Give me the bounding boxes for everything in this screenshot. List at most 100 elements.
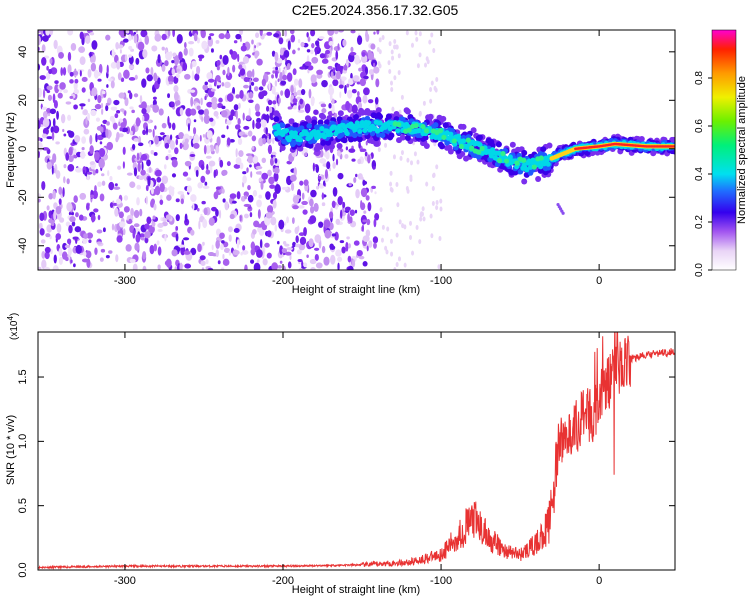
spectrogram-noise-cell [109,202,114,209]
spectrogram-trace-cell [535,175,542,182]
spectrogram-noise-cell [410,160,414,166]
spectrogram-noise-cell [207,252,215,257]
spectrogram-noise-cell [126,172,133,176]
spectrogram-trace-cell [427,113,434,120]
spectrogram-noise-cell [367,154,371,164]
snr-series-line [38,332,675,570]
spectrogram-noise-cell [171,249,178,257]
spectrogram-noise-cell [360,187,368,198]
spectrogram-noise-cell [291,217,295,224]
spectrogram-noise-cell [100,126,104,132]
spectrogram-trace-cell [307,142,314,149]
spectrogram-noise-cell [252,155,259,164]
spectrogram-noise-cell [124,97,129,107]
spectrogram-noise-cell [339,209,343,219]
spectrogram-noise-cell [79,69,82,77]
spectrogram-noise-cell [255,165,263,170]
spectrogram-noise-cell [118,121,121,127]
spectrogram-trace-cell [404,108,411,115]
spectrogram-noise-cell [331,200,336,209]
spectrogram-noise-cell [397,53,401,59]
spectrogram-noise-cell [182,141,189,151]
spectrogram-noise-cell [360,202,366,211]
spectrogram-noise-cell [381,224,385,230]
spectrogram-noise-cell [243,203,251,208]
spectrogram-noise-cell [65,221,71,227]
spectrogram-noise-cell [374,191,377,195]
spectrogram-noise-cell [266,230,272,238]
spectrogram-noise-cell [179,262,183,270]
spectrogram-noise-cell [193,127,197,135]
spectrogram-noise-cell [74,78,79,84]
spectrogram-noise-cell [359,78,367,87]
spectrogram-noise-cell [337,196,343,206]
spectrogram-noise-cell [267,169,272,177]
spectrogram-noise-cell [105,254,110,259]
spectrogram-noise-cell [286,72,293,82]
spectrogram-noise-cell [132,263,138,270]
spectrogram-noise-cell [62,67,67,76]
spectrogram-noise-cell [238,64,243,70]
spectrogram-noise-cell [297,258,303,263]
spectrogram-noise-cell [274,51,279,62]
spectrogram-noise-cell [270,216,277,226]
spectrogram-noise-cell [432,173,436,179]
spectrogram-noise-cell [184,73,191,80]
spectrogram-noise-cell [429,98,433,104]
spectrogram-noise-cell [145,125,149,136]
spectrogram-noise-cell [146,74,153,82]
spectrogram-noise-cell [435,76,439,82]
spectrogram-noise-cell [184,160,192,167]
spectrogram-noise-cell [386,226,390,232]
spectrogram-noise-cell [299,236,307,245]
spectrogram-noise-cell [134,74,138,80]
spectrogram-noise-cell [324,169,329,180]
spectrogram-noise-cell [52,190,56,200]
spectrogram-noise-cell [274,224,278,232]
spectrogram-noise-cell [89,134,93,145]
spectrogram-noise-cell [105,102,110,106]
spectrogram-noise-cell [268,176,275,185]
spectrogram-noise-cell [53,39,58,50]
spectrogram-trace-cell [385,113,392,120]
spectrogram-noise-cell [79,192,87,200]
spectrogram-noise-cell [266,31,273,36]
spectrogram-trace-cell [377,120,383,126]
spectrogram-noise-cell [213,191,219,200]
spectrogram-noise-cell [349,209,355,216]
spectrogram-noise-cell [368,240,373,248]
spectrogram-y-tick-label: 0 [17,146,29,152]
spectrogram-noise-cell [68,225,73,234]
spectrogram-noise-cell [46,136,53,140]
spectrogram-noise-cell [318,221,324,228]
spectrogram-noise-cell [193,119,197,123]
spectrogram-noise-cell [237,138,243,145]
spectrogram-noise-cell [319,149,324,158]
spectrogram-noise-cell [387,60,391,66]
spectrogram-noise-cell [221,105,226,110]
spectrogram-noise-cell [97,214,101,221]
spectrogram-noise-cell [363,75,369,80]
spectrogram-noise-cell [74,226,82,233]
spectrogram-noise-cell [253,262,261,270]
spectrogram-noise-cell [269,184,276,189]
spectrogram-trace-cell [469,145,475,151]
spectrogram-noise-cell [292,205,299,210]
spectrogram-noise-cell [285,251,292,256]
spectrogram-noise-cell [435,200,439,206]
spectrogram-noise-cell [75,244,82,254]
spectrogram-noise-cell [361,224,364,233]
spectrogram-noise-cell [60,67,64,76]
spectrogram-noise-cell [176,68,180,72]
spectrogram-noise-cell [58,247,63,257]
spectrogram-noise-cell [135,233,141,243]
spectrogram-noise-cell [137,41,145,51]
spectrogram-noise-cell [159,199,164,205]
spectrogram-noise-cell [229,193,237,199]
spectrogram-noise-cell [73,154,78,159]
spectrogram-noise-cell [239,215,242,219]
spectrogram-noise-cell [206,163,209,171]
spectrogram-noise-cell [168,81,173,85]
spectrogram-noise-cell [46,65,49,71]
spectrogram-noise-cell [99,193,105,202]
